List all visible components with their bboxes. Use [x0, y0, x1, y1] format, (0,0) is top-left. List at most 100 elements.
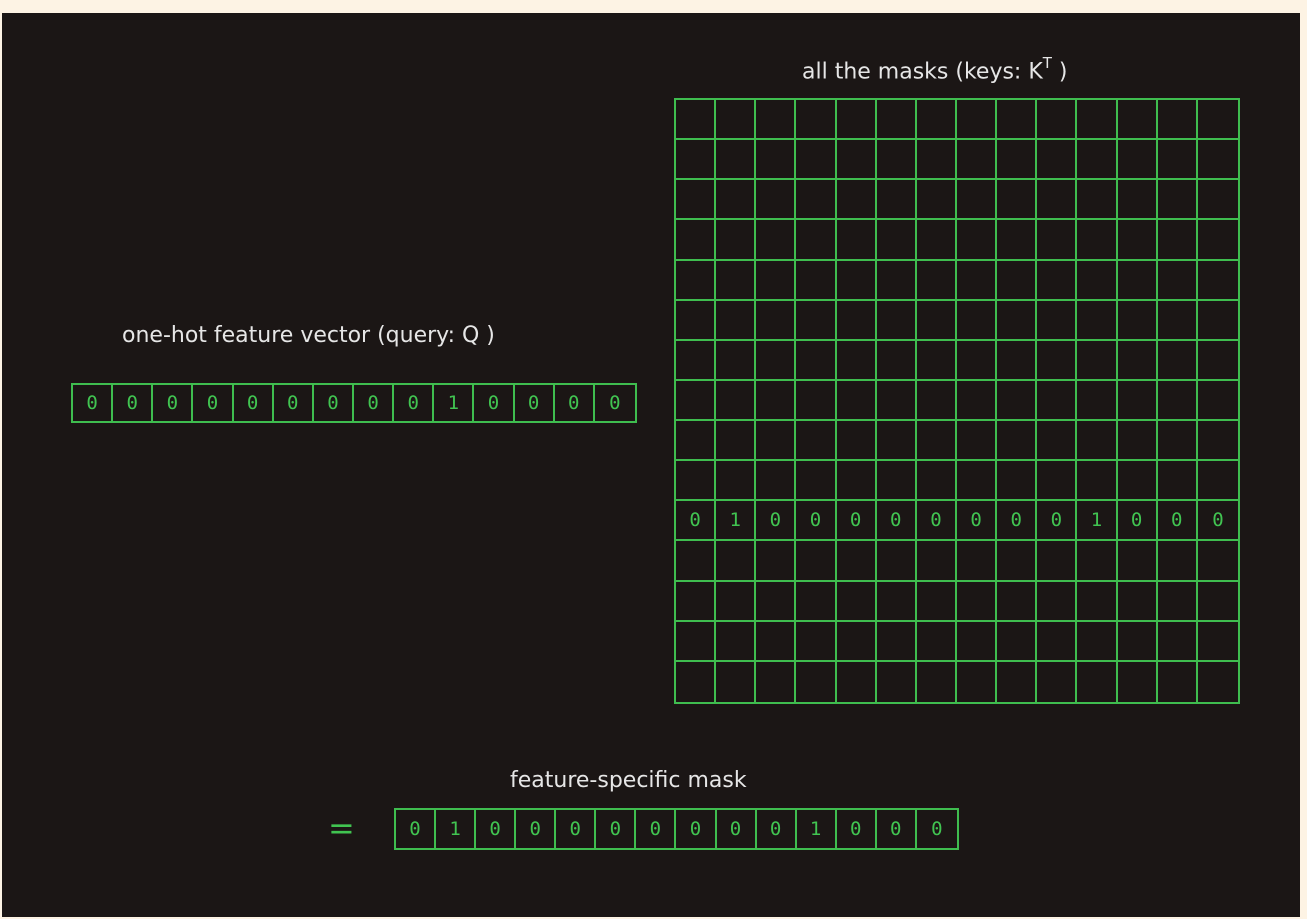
keys-matrix-cell: [756, 581, 797, 622]
keys-matrix-cell: [916, 260, 957, 301]
keys-matrix-cell: [1157, 340, 1198, 381]
keys-matrix-cell: [716, 340, 757, 381]
keys-label: all the masks (keys: KT ): [802, 56, 1068, 85]
keys-matrix-cell: [1077, 180, 1118, 221]
keys-matrix-cell: [1077, 140, 1118, 181]
keys-matrix-cell: [1157, 541, 1198, 582]
keys-matrix-cell: [876, 340, 917, 381]
keys-matrix-cell: [836, 581, 877, 622]
keys-matrix-cell: [1157, 100, 1198, 141]
keys-matrix-cell: [756, 661, 797, 702]
equals-sign: =: [328, 809, 355, 847]
query-vector-cell: 0: [153, 385, 194, 421]
keys-matrix-cell: [1117, 461, 1158, 502]
keys-matrix-cell: [796, 661, 837, 702]
keys-matrix-cell: [1197, 180, 1238, 221]
keys-matrix-cell: [756, 421, 797, 462]
keys-matrix-cell: [676, 421, 717, 462]
keys-matrix-value-cell: 0: [1117, 501, 1158, 542]
keys-matrix-cell: [716, 661, 757, 702]
keys-matrix-cell: [716, 300, 757, 341]
keys-matrix-cell: [1077, 260, 1118, 301]
keys-matrix-cell: [1157, 581, 1198, 622]
keys-matrix-cell: [1077, 541, 1118, 582]
keys-matrix-cell: [1197, 220, 1238, 261]
keys-matrix-cell: [876, 621, 917, 662]
keys-matrix-cell: [1117, 140, 1158, 181]
query-vector-cell: 0: [274, 385, 314, 421]
keys-matrix-cell: [836, 380, 877, 422]
keys-matrix-cell: [716, 421, 757, 462]
keys-matrix-cell: [876, 581, 917, 622]
keys-matrix-cell: [1037, 340, 1078, 381]
keys-matrix-cell: [716, 461, 757, 502]
keys-matrix-cell: [1037, 100, 1078, 141]
keys-matrix-cell: [1077, 340, 1118, 381]
keys-matrix-cell: [756, 260, 797, 301]
result-vector-cell: 0: [837, 810, 877, 848]
query-vector-cell: 0: [73, 385, 114, 421]
keys-matrix-cell: [676, 380, 717, 422]
query-vector-cell: 0: [474, 385, 515, 421]
keys-matrix-cell: [836, 180, 877, 221]
keys-matrix-cell: [997, 461, 1038, 502]
keys-matrix-cell: [956, 140, 998, 181]
keys-label-prefix: all the masks (keys: K: [802, 59, 1043, 85]
keys-matrix-cell: [1157, 300, 1198, 341]
query-vector-cell: 0: [193, 385, 234, 421]
keys-matrix-cell: [956, 340, 998, 381]
keys-matrix-cell: [676, 661, 717, 702]
keys-matrix-cell: [876, 380, 917, 422]
keys-label-suffix: ): [1051, 59, 1068, 85]
keys-matrix-cell: [796, 340, 837, 381]
keys-matrix-cell: [916, 380, 957, 422]
keys-matrix-value-cell: 0: [676, 501, 717, 542]
keys-matrix-cell: [956, 541, 998, 582]
keys-matrix-cell: [876, 541, 917, 582]
keys-matrix-cell: [796, 300, 837, 341]
keys-matrix-cell: [997, 140, 1038, 181]
result-vector-cell: 0: [476, 810, 517, 848]
keys-matrix-cell: [997, 260, 1038, 301]
keys-matrix-cell: [756, 340, 797, 381]
keys-matrix-cell: [997, 340, 1038, 381]
keys-matrix-cell: [756, 461, 797, 502]
keys-matrix-cell: [1118, 661, 1158, 702]
keys-matrix-cell: [877, 661, 917, 702]
keys-matrix-cell: [676, 220, 717, 261]
keys-matrix-cell: [1157, 380, 1198, 422]
keys-matrix-cell: [1157, 260, 1198, 301]
keys-matrix-cell: [836, 541, 877, 582]
result-vector-cell: 1: [436, 810, 477, 848]
query-vector-cell: 0: [394, 385, 435, 421]
keys-matrix-cell: [1117, 621, 1158, 662]
keys-matrix-cell: [1197, 341, 1238, 381]
keys-matrix-cell: [796, 220, 837, 261]
result-label: feature-specific mask: [510, 768, 747, 793]
keys-matrix-value-cell: 0: [1037, 501, 1078, 542]
keys-matrix-cell: [716, 140, 757, 181]
result-vector-cell: 0: [396, 810, 437, 848]
keys-matrix-cell: [1157, 140, 1198, 181]
keys-matrix-cell: [997, 380, 1038, 422]
keys-matrix-cell: [676, 180, 717, 221]
keys-matrix-cell: [837, 661, 877, 702]
keys-matrix-cell: [1117, 220, 1158, 261]
keys-matrix-value-cell: 0: [956, 501, 998, 542]
keys-matrix-cell: [1157, 180, 1198, 221]
keys-matrix-cell: [796, 541, 837, 582]
keys-matrix-cell: [956, 260, 998, 301]
keys-matrix-cell: [916, 581, 957, 622]
keys-matrix-cell: [1117, 100, 1158, 141]
keys-matrix-cell: [1037, 581, 1078, 622]
keys-matrix-cell: [1037, 421, 1078, 462]
keys-matrix-cell: [796, 260, 837, 301]
keys-matrix-cell: [997, 621, 1038, 662]
keys-matrix-cell: [1037, 180, 1078, 221]
keys-matrix-cell: [1077, 300, 1118, 341]
keys-matrix-cell: [1197, 301, 1238, 341]
keys-matrix-cell: [1077, 380, 1118, 422]
result-vector-cell: 0: [717, 810, 757, 848]
keys-matrix-cell: [1077, 621, 1118, 662]
